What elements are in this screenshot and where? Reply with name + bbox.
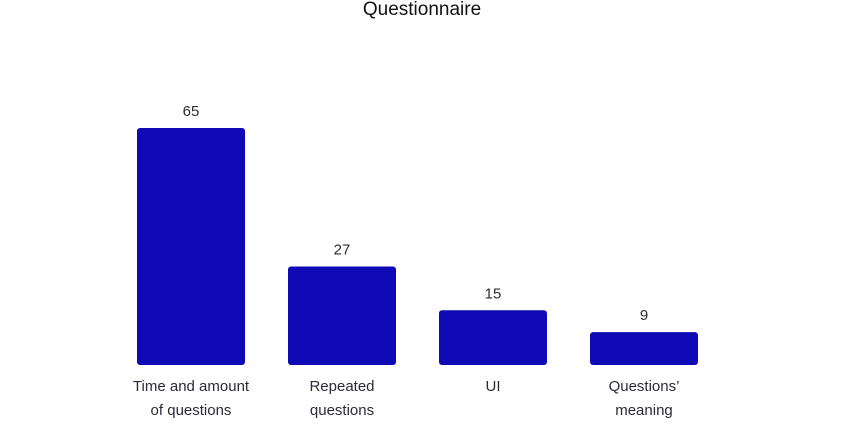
category-label: UI — [486, 378, 501, 395]
bars-group — [137, 128, 698, 365]
bar-value-label: 65 — [183, 103, 200, 120]
value-labels-group: 65 27 15 9 — [183, 103, 649, 324]
category-label: Questions’ meaning — [609, 378, 680, 419]
bar-value-label: 27 — [334, 242, 351, 259]
bar — [590, 332, 698, 365]
category-labels-group: Time and amount of questions Repeated quest… — [133, 378, 680, 419]
bar — [288, 266, 396, 365]
bar — [439, 310, 547, 365]
category-label: Repeated questions — [309, 378, 374, 419]
bar-value-label: 15 — [485, 285, 502, 302]
bar-value-label: 9 — [640, 307, 648, 324]
category-label: Time and amount of questions — [133, 378, 250, 419]
bar — [137, 128, 245, 365]
chart-title: Questionnaire — [363, 0, 481, 20]
